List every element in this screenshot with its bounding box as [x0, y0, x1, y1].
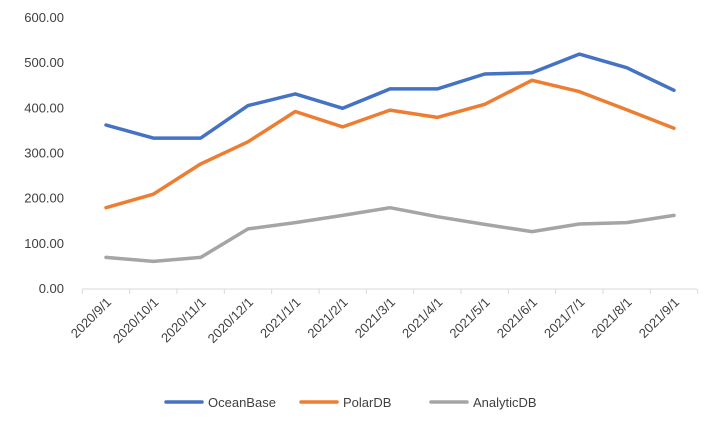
- x-tick-label: 2021/7/1: [541, 295, 587, 341]
- x-tick-label: 2021/8/1: [588, 295, 634, 341]
- x-tick-label: 2020/10/1: [110, 295, 162, 347]
- x-axis: [81, 288, 699, 294]
- x-tick-label: 2021/4/1: [399, 295, 445, 341]
- x-tick-label: 2020/11/1: [158, 295, 209, 346]
- series-line-oceanbase: [104, 52, 676, 140]
- x-tick-label: 2021/6/1: [494, 295, 540, 341]
- legend-label-polardb: PolarDB: [343, 395, 391, 410]
- y-axis-ticks: 0.00 100.00 200.00 300.00 400.00 500.00 600.00: [24, 10, 64, 296]
- y-tick-label: 600.00: [24, 10, 64, 25]
- series-line-polardb: [104, 78, 676, 210]
- x-tick-label: 2021/5/1: [446, 295, 492, 341]
- x-tick-label: 2021/1/1: [257, 295, 303, 341]
- legend-label-oceanbase: OceanBase: [208, 395, 276, 410]
- y-tick-label: 500.00: [24, 55, 64, 70]
- y-tick-label: 100.00: [24, 236, 64, 251]
- x-tick-label: 2021/2/1: [304, 295, 350, 341]
- x-tick-label: 2021/3/1: [352, 295, 398, 341]
- y-tick-label: 0.00: [39, 281, 64, 296]
- x-tick-label: 2020/9/1: [68, 295, 114, 341]
- series-line-analyticdb: [104, 205, 676, 264]
- y-tick-label: 200.00: [24, 191, 64, 206]
- legend: OceanBase PolarDB AnalyticDB: [164, 395, 537, 410]
- x-tick-label: 2020/12/1: [205, 295, 257, 347]
- legend-label-analyticdb: AnalyticDB: [473, 395, 537, 410]
- series-lines: [104, 52, 676, 264]
- y-tick-label: 400.00: [24, 100, 64, 115]
- x-tick-label: 2021/9/1: [636, 295, 682, 341]
- y-tick-label: 300.00: [24, 146, 64, 161]
